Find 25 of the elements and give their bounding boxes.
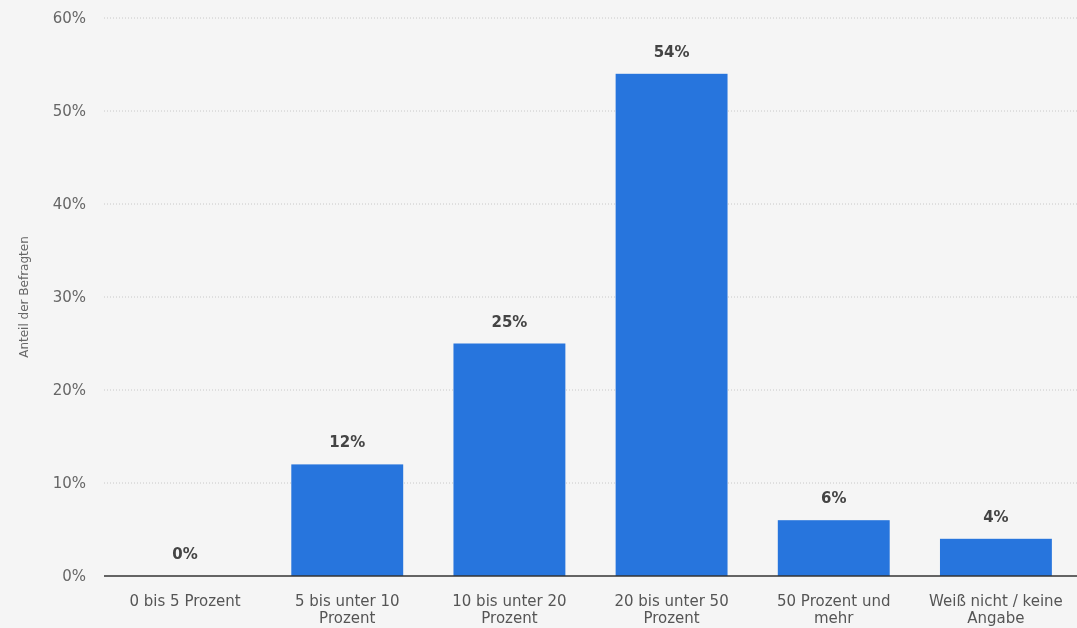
data-label: 25% [491, 312, 528, 331]
data-label: 6% [821, 489, 847, 508]
x-tick-label: 50 Prozent und mehr [777, 592, 891, 627]
x-tick-label: 10 bis unter 20 Prozent [452, 592, 567, 627]
bar [615, 73, 728, 576]
bar [777, 520, 890, 576]
y-tick-label: 40% [52, 194, 86, 213]
x-tick-label: 20 bis unter 50 Prozent [614, 592, 729, 627]
x-tick-label: 5 bis unter 10 Prozent [294, 592, 400, 627]
y-tick-label: 0% [62, 566, 86, 585]
data-label: 4% [983, 507, 1009, 526]
y-tick-label: 20% [52, 380, 86, 399]
data-label: 0% [172, 545, 198, 563]
y-tick-label: 30% [52, 287, 86, 306]
bar [291, 464, 404, 576]
data-label: 12% [329, 433, 366, 452]
y-tick-label: 10% [52, 473, 86, 492]
y-tick-label: 50% [52, 101, 86, 120]
data-label: 54% [653, 42, 690, 61]
bar [939, 538, 1052, 576]
y-tick-label: 60% [52, 8, 86, 27]
bar [453, 343, 566, 576]
x-tick-label: 0 bis 5 Prozent [129, 592, 241, 610]
x-tick-label: Weiß nicht / keine Angabe [929, 592, 1063, 627]
y-axis-title: Anteil der Befragten [17, 236, 31, 358]
